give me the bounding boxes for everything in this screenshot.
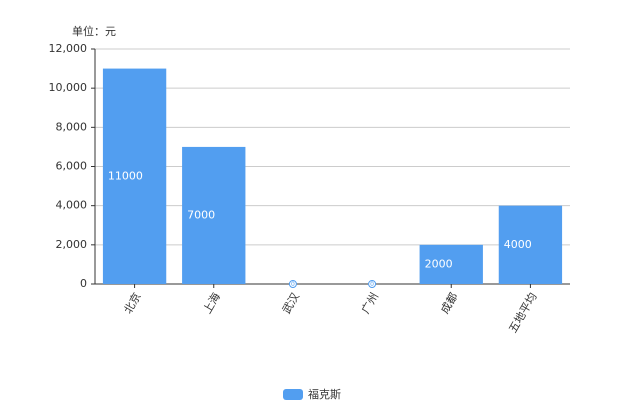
y-tick-label: 12,000 bbox=[49, 42, 88, 55]
data-label: 0 bbox=[291, 281, 295, 288]
zero-marker bbox=[288, 280, 297, 288]
data-label: 2000 bbox=[425, 257, 453, 270]
y-tick-label: 4,000 bbox=[56, 199, 88, 212]
y-tick-label: 2,000 bbox=[56, 238, 88, 251]
bar bbox=[102, 68, 167, 284]
data-label: 11000 bbox=[108, 169, 143, 182]
data-label: 4000 bbox=[504, 238, 532, 251]
data-label: 7000 bbox=[187, 208, 215, 221]
zero-marker bbox=[368, 280, 377, 288]
bar bbox=[182, 146, 246, 284]
y-tick-label: 10,000 bbox=[49, 81, 88, 94]
legend-label: 福克斯 bbox=[308, 387, 341, 401]
y-axis-unit: 单位：元 bbox=[72, 24, 116, 38]
y-tick-label: 6,000 bbox=[56, 160, 88, 173]
bar bbox=[498, 205, 563, 284]
legend-swatch bbox=[283, 389, 303, 400]
y-tick-label: 0 bbox=[80, 277, 87, 290]
bar bbox=[419, 244, 483, 284]
y-tick-label: 8,000 bbox=[56, 120, 88, 133]
data-label: 0 bbox=[370, 281, 374, 288]
